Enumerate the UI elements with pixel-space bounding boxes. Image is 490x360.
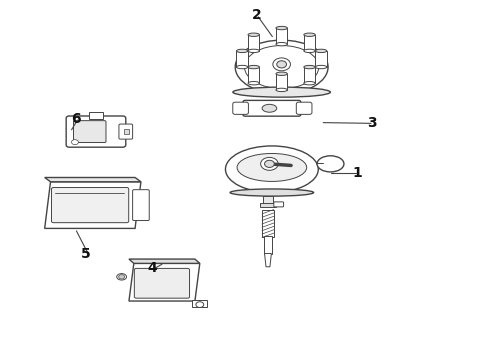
Text: 6: 6 (72, 112, 81, 126)
Bar (124, 129, 129, 134)
Circle shape (265, 160, 274, 167)
Circle shape (261, 157, 278, 170)
FancyBboxPatch shape (243, 100, 301, 116)
Bar (304, 35, 315, 51)
Bar (264, 235, 272, 253)
FancyBboxPatch shape (74, 121, 106, 143)
Ellipse shape (304, 33, 315, 36)
Ellipse shape (237, 66, 248, 69)
Polygon shape (129, 264, 200, 301)
Ellipse shape (245, 45, 319, 89)
Ellipse shape (304, 81, 315, 85)
Ellipse shape (230, 189, 314, 196)
FancyBboxPatch shape (51, 188, 129, 223)
Ellipse shape (262, 104, 277, 112)
Bar (304, 67, 315, 83)
Circle shape (72, 140, 78, 145)
Bar (193, 300, 207, 307)
Bar (248, 35, 260, 51)
Bar (263, 196, 273, 205)
Text: 5: 5 (81, 247, 91, 261)
Bar (260, 203, 276, 207)
Text: 3: 3 (367, 116, 377, 130)
Text: 1: 1 (352, 166, 362, 180)
Bar (89, 112, 103, 119)
FancyBboxPatch shape (133, 190, 149, 221)
Ellipse shape (304, 66, 315, 69)
Ellipse shape (304, 49, 315, 53)
Polygon shape (129, 259, 200, 264)
Bar (276, 28, 287, 44)
Circle shape (273, 58, 291, 71)
Bar (262, 211, 274, 237)
Bar (316, 51, 327, 67)
FancyBboxPatch shape (296, 102, 312, 114)
Ellipse shape (248, 49, 260, 53)
Ellipse shape (276, 42, 287, 46)
Ellipse shape (276, 26, 287, 30)
FancyBboxPatch shape (66, 116, 126, 147)
Ellipse shape (117, 274, 126, 280)
FancyBboxPatch shape (134, 269, 190, 298)
Ellipse shape (235, 40, 328, 94)
Ellipse shape (225, 146, 318, 193)
Ellipse shape (248, 33, 260, 36)
Ellipse shape (276, 72, 287, 76)
FancyArrowPatch shape (272, 164, 291, 166)
Polygon shape (45, 177, 141, 182)
Circle shape (196, 302, 204, 307)
Ellipse shape (248, 66, 260, 69)
Circle shape (277, 61, 287, 68)
FancyBboxPatch shape (119, 124, 133, 139)
Bar (237, 51, 248, 67)
Ellipse shape (233, 87, 330, 97)
Ellipse shape (316, 66, 327, 69)
FancyBboxPatch shape (233, 102, 248, 114)
Bar (248, 67, 260, 83)
Ellipse shape (237, 153, 307, 181)
Ellipse shape (248, 81, 260, 85)
Text: 2: 2 (252, 8, 262, 22)
Ellipse shape (237, 49, 248, 53)
Ellipse shape (317, 156, 344, 172)
Ellipse shape (316, 49, 327, 53)
Polygon shape (45, 182, 141, 228)
Circle shape (119, 275, 124, 279)
FancyBboxPatch shape (274, 202, 284, 207)
Text: 4: 4 (147, 261, 157, 275)
Ellipse shape (276, 88, 287, 91)
Bar (276, 74, 287, 90)
Polygon shape (265, 253, 271, 267)
